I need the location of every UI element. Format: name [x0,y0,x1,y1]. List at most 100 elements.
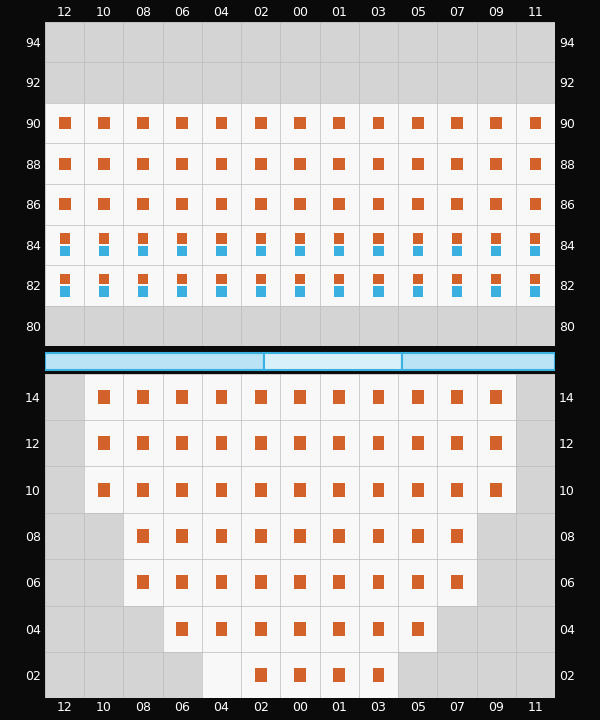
Bar [137,575,149,590]
Bar [412,390,424,404]
Bar [137,482,149,497]
Bar [215,390,227,404]
Bar [490,482,502,497]
Bar [215,436,227,450]
Bar [334,390,345,404]
Bar [98,198,110,210]
Bar [451,390,463,404]
Bar [137,198,149,210]
Bar [217,233,227,244]
Bar [177,274,187,284]
Bar [334,529,345,543]
Bar [294,117,306,129]
Bar [530,158,541,170]
Bar [99,274,109,284]
Bar [452,274,462,284]
Bar [84,374,516,420]
Bar [452,287,462,297]
Bar [45,225,555,265]
Bar [491,274,501,284]
Bar [373,529,385,543]
Bar [295,274,305,284]
Bar [451,158,463,170]
Bar [45,265,555,306]
Bar [59,158,71,170]
Bar [412,482,424,497]
Bar [215,198,227,210]
Bar [176,436,188,450]
Bar [84,420,516,467]
Bar [294,482,306,497]
Bar [59,117,71,129]
Bar [264,353,402,369]
Bar [334,233,344,244]
Bar [215,158,227,170]
Bar [530,117,541,129]
Bar [334,274,344,284]
Bar [177,233,187,244]
Bar [334,158,345,170]
Bar [491,246,501,256]
Bar [255,117,266,129]
Bar [294,529,306,543]
Bar [413,274,423,284]
Bar [215,575,227,590]
Bar [217,246,227,256]
Bar [176,390,188,404]
Bar [256,287,266,297]
Bar [334,436,345,450]
Bar [530,287,541,297]
Bar [412,158,424,170]
Bar [256,246,266,256]
Bar [373,436,385,450]
Bar [217,274,227,284]
Bar [373,117,385,129]
Bar [59,274,70,284]
Bar [294,390,306,404]
Bar [412,575,424,590]
Bar [255,575,266,590]
Bar [334,117,345,129]
Bar [294,575,306,590]
Bar [124,559,476,606]
Bar [45,103,555,143]
Bar [59,198,71,210]
Bar [402,353,555,369]
Bar [373,575,385,590]
Bar [452,233,462,244]
Bar [176,529,188,543]
Bar [59,233,70,244]
Bar [334,198,345,210]
Bar [255,622,266,636]
Bar [373,158,385,170]
Bar [490,198,502,210]
Bar [412,529,424,543]
Bar [530,246,541,256]
Bar [294,436,306,450]
Bar [295,287,305,297]
Bar [373,390,385,404]
Bar [294,158,306,170]
Bar [373,622,385,636]
Bar [255,436,266,450]
Bar [334,482,345,497]
Bar [138,246,148,256]
Bar [138,274,148,284]
Bar [45,184,555,225]
Bar [176,198,188,210]
Bar [45,143,555,184]
Bar [84,467,516,513]
Bar [334,246,344,256]
Bar [98,158,110,170]
Bar [491,287,501,297]
Bar [491,233,501,244]
Bar [373,482,385,497]
Bar [373,668,385,682]
Bar [176,575,188,590]
Bar [373,198,385,210]
Bar [176,117,188,129]
Bar [373,274,383,284]
Bar [98,117,110,129]
Bar [215,117,227,129]
Bar [256,274,266,284]
